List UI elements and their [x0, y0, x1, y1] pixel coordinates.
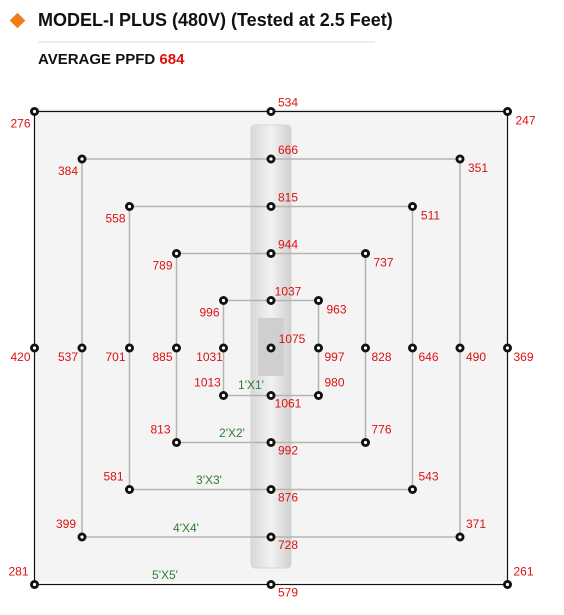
point-center: [174, 346, 179, 350]
ppfd-value: 511: [421, 209, 440, 223]
point-center: [221, 298, 226, 303]
ppfd-value: 399: [56, 517, 76, 531]
point-center: [269, 440, 273, 445]
ppfd-value: 351: [468, 161, 488, 175]
ppfd-value: 534: [278, 96, 298, 110]
ppfd-value: 980: [324, 376, 344, 390]
point-center: [80, 535, 84, 539]
point-center: [269, 393, 273, 398]
point-center: [80, 346, 84, 350]
ppfd-value: 543: [418, 470, 438, 484]
ppfd-value: 1037: [275, 285, 302, 299]
point-center: [269, 346, 273, 350]
ring-label: 2'X2': [219, 426, 245, 440]
ppfd-value: 537: [58, 350, 78, 364]
point-center: [269, 157, 273, 161]
ppfd-value: 247: [515, 114, 535, 128]
ppfd-value: 420: [10, 350, 30, 364]
ppfd-value: 701: [105, 350, 125, 364]
point-center: [32, 582, 37, 587]
point-center: [458, 535, 462, 539]
average-value: 684: [159, 51, 185, 68]
ppfd-value: 1013: [194, 376, 221, 390]
ppfd-value: 828: [371, 350, 391, 364]
point-center: [80, 157, 84, 161]
point-center: [32, 109, 37, 114]
point-center: [363, 251, 368, 256]
ppfd-value: 558: [105, 212, 125, 226]
point-center: [410, 346, 415, 350]
point-center: [127, 346, 132, 350]
ppfd-value: 944: [278, 238, 298, 252]
ppfd-value: 997: [324, 350, 344, 364]
point-center: [316, 346, 321, 350]
average-label: AVERAGE PPFD: [38, 51, 155, 68]
ppfd-value: 579: [278, 586, 298, 600]
ppfd-value: 384: [58, 164, 78, 178]
average-ppfd: AVERAGE PPFD 684: [38, 51, 185, 68]
point-center: [316, 393, 321, 398]
ppfd-value: 815: [278, 191, 298, 205]
ring-label: 1'X1': [238, 378, 264, 392]
ppfd-value: 728: [278, 538, 298, 552]
ppfd-value: 666: [278, 143, 298, 157]
ppfd-value: 1061: [275, 397, 302, 411]
point-center: [316, 298, 321, 303]
point-center: [505, 109, 510, 114]
ppfd-value: 992: [278, 444, 298, 458]
point-center: [32, 346, 37, 350]
point-center: [269, 251, 273, 256]
ppfd-value: 1031: [196, 350, 223, 364]
point-center: [458, 157, 462, 161]
point-center: [127, 487, 132, 492]
ppfd-value: 1075: [279, 332, 306, 346]
ppfd-value: 963: [326, 303, 346, 317]
ppfd-value: 261: [513, 565, 533, 579]
point-center: [174, 251, 179, 256]
point-center: [221, 346, 226, 350]
point-center: [221, 393, 226, 398]
ppfd-value: 646: [418, 350, 438, 364]
point-center: [269, 582, 273, 587]
ppfd-value: 371: [466, 517, 486, 531]
point-center: [505, 346, 510, 350]
point-center: [269, 535, 273, 539]
ring-label: 3'X3': [196, 473, 222, 487]
ppfd-value: 369: [513, 350, 533, 364]
ppfd-value: 813: [150, 423, 170, 437]
point-center: [174, 440, 179, 445]
ring-label: 5'X5': [152, 568, 178, 582]
ring-label: 4'X4': [173, 521, 199, 535]
point-center: [410, 204, 415, 209]
ppfd-value: 581: [103, 470, 123, 484]
ppfd-value: 996: [199, 306, 219, 320]
point-center: [363, 440, 368, 445]
point-center: [363, 346, 368, 350]
ppfd-value: 789: [152, 259, 172, 273]
ppfd-value: 885: [152, 350, 172, 364]
point-center: [410, 487, 415, 492]
point-center: [127, 204, 132, 209]
point-center: [269, 298, 273, 303]
point-center: [505, 582, 510, 587]
point-center: [458, 346, 462, 350]
ppfd-value: 490: [466, 350, 486, 364]
ppfd-value: 776: [371, 423, 391, 437]
ppfd-value: 876: [278, 491, 298, 505]
bullet-icon: [9, 12, 26, 29]
title: MODEL-I PLUS (480V) (Tested at 2.5 Feet): [38, 10, 393, 30]
point-center: [269, 487, 273, 492]
ppfd-value: 276: [10, 117, 30, 131]
ppfd-value: 281: [8, 565, 28, 579]
point-center: [269, 204, 273, 209]
ppfd-value: 737: [373, 256, 393, 270]
rings: 5'X5' 276 534 247 420 369 281 579 261 4'X4' 384 666…: [8, 96, 535, 600]
point-center: [269, 109, 273, 114]
